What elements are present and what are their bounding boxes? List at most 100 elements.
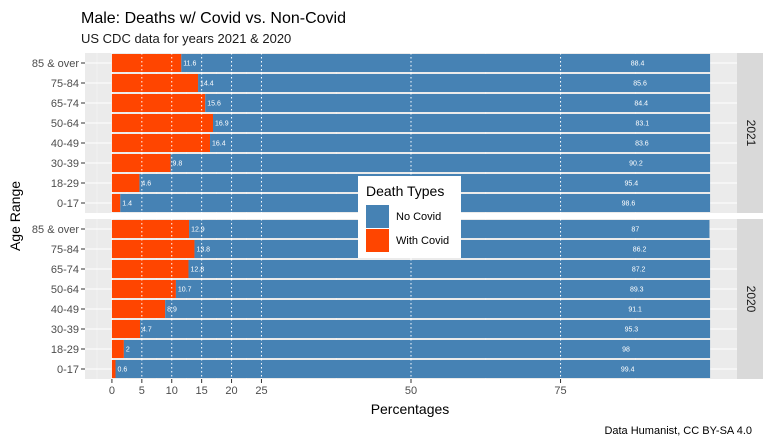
y-tick-label: 65-74 (51, 264, 79, 276)
y-tick-label: 0-17 (57, 364, 79, 376)
data-label-with-covid-18-29: 2 (126, 347, 130, 354)
legend-title: Death Types (366, 183, 444, 199)
y-tick-label: 75-84 (51, 78, 79, 90)
legend-key-with-covid (366, 229, 389, 252)
data-label-no-covid-30-39: 90.2 (629, 161, 643, 168)
data-label-no-covid-40-49: 91.1 (628, 307, 642, 314)
data-label-with-covid-0-17: 1.4 (122, 201, 132, 208)
data-label-no-covid-18-29: 95.4 (624, 181, 638, 188)
bar-with-covid-50-64 (111, 114, 214, 132)
data-label-no-covid-50-64: 83.1 (636, 121, 650, 128)
y-tick-label: 40-49 (51, 138, 79, 150)
data-label-no-covid-85-over: 88.4 (631, 61, 645, 68)
data-label-no-covid-85-over: 87 (631, 227, 639, 234)
data-label-no-covid-50-64: 89.3 (630, 287, 644, 294)
data-label-no-covid-75-84: 86.2 (633, 247, 647, 254)
data-label-with-covid-75-84: 14.4 (200, 81, 214, 88)
bar-with-covid-65-74 (111, 94, 206, 112)
bar-no-covid-40-49 (165, 300, 711, 318)
x-tick-label: 75 (554, 385, 566, 397)
x-tick-label: 0 (109, 385, 115, 397)
legend-key-no-covid (366, 205, 389, 228)
y-tick-label: 18-29 (51, 178, 79, 190)
data-label-no-covid-0-17: 99.4 (621, 367, 635, 374)
strip-background (737, 219, 763, 379)
data-label-no-covid-65-74: 87.2 (632, 267, 646, 274)
x-axis: 0 5 10 15 20 25 50 75 (109, 379, 567, 397)
data-label-with-covid-40-49: 8.9 (167, 307, 177, 314)
x-tick-label: 5 (139, 385, 145, 397)
data-label-with-covid-30-39: 4.7 (142, 327, 152, 334)
data-label-with-covid-18-29: 4.6 (141, 181, 151, 188)
data-label-with-covid-50-64: 10.7 (178, 287, 192, 294)
x-tick-label: 50 (405, 385, 417, 397)
y-axis-title: Age Range (7, 181, 23, 251)
bar-with-covid-30-39 (111, 154, 171, 172)
y-tick-label: 30-39 (51, 324, 79, 336)
bar-with-covid-18-29 (111, 340, 124, 358)
bar-with-covid-40-49 (111, 134, 211, 152)
bar-with-covid-75-84 (111, 240, 195, 258)
x-tick-label: 25 (255, 385, 267, 397)
y-tick-label: 50-64 (51, 284, 79, 296)
data-label-no-covid-0-17: 98.6 (622, 201, 636, 208)
y-tick-label: 85 & over (32, 224, 79, 236)
x-tick-label: 10 (166, 385, 178, 397)
data-label-no-covid-18-29: 98 (622, 347, 630, 354)
y-tick-label: 65-74 (51, 98, 79, 110)
data-label-with-covid-85-over: 12.9 (191, 227, 205, 234)
bar-no-covid-30-39 (140, 320, 711, 338)
chart-title: Male: Deaths w/ Covid vs. Non-Covid (81, 10, 346, 27)
bar-no-covid-0-17 (115, 360, 711, 378)
bar-with-covid-75-84 (111, 74, 199, 92)
bar-with-covid-65-74 (111, 260, 189, 278)
data-label-no-covid-30-39: 95.3 (625, 327, 639, 334)
y-tick-label: 85 & over (32, 58, 79, 70)
legend-label-no-covid: No Covid (396, 211, 441, 223)
bar-with-covid-40-49 (111, 300, 166, 318)
bar-with-covid-50-64 (111, 280, 176, 298)
bar-no-covid-75-84 (198, 74, 711, 92)
legend: Death Types No Covid With Covid (358, 176, 461, 258)
bar-no-covid-18-29 (123, 340, 711, 358)
bar-with-covid-85-over (111, 54, 182, 72)
bar-no-covid-50-64 (213, 114, 711, 132)
strip-label-2020: 2020 (744, 286, 758, 313)
y-tick-label: 0-17 (57, 198, 79, 210)
bar-with-covid-0-17 (111, 360, 116, 378)
bar-no-covid-50-64 (175, 280, 711, 298)
y-tick-label: 75-84 (51, 244, 79, 256)
y-tick-label: 40-49 (51, 304, 79, 316)
panel-2021: 11.6 88.4 14.4 85.6 15.6 84.4 16.9 83.1 16.4 83.6… (32, 53, 763, 213)
data-label-with-covid-0-17: 0.6 (118, 367, 128, 374)
data-label-with-covid-65-74: 12.8 (190, 267, 204, 274)
data-label-no-covid-40-49: 83.6 (635, 141, 649, 148)
data-label-with-covid-65-74: 15.6 (207, 101, 221, 108)
caption: Data Humanist, CC BY-SA 4.0 (604, 425, 752, 437)
data-label-with-covid-85-over: 11.6 (183, 61, 196, 68)
bar-no-covid-30-39 (170, 154, 711, 172)
x-axis-title: Percentages (371, 401, 450, 417)
chart-subtitle: US CDC data for years 2021 & 2020 (81, 31, 291, 46)
bar-with-covid-85-over (111, 220, 190, 238)
x-tick-label: 15 (196, 385, 208, 397)
bar-no-covid-65-74 (188, 260, 711, 278)
strip-label-2021: 2021 (744, 120, 758, 147)
y-tick-label: 50-64 (51, 118, 79, 130)
data-label-no-covid-75-84: 85.6 (633, 81, 647, 88)
data-label-with-covid-30-39: 9.8 (173, 161, 183, 168)
bar-with-covid-18-29 (111, 174, 140, 192)
y-tick-label: 30-39 (51, 158, 79, 170)
data-label-with-covid-75-84: 13.8 (196, 247, 210, 254)
bar-no-covid-85-over (181, 54, 711, 72)
bar-with-covid-30-39 (111, 320, 141, 338)
x-tick-label: 20 (225, 385, 237, 397)
bar-no-covid-40-49 (210, 134, 711, 152)
data-label-no-covid-65-74: 84.4 (634, 101, 648, 108)
legend-label-with-covid: With Covid (396, 235, 449, 247)
bar-no-covid-65-74 (205, 94, 711, 112)
bar-with-covid-0-17 (111, 194, 121, 212)
y-tick-label: 18-29 (51, 344, 79, 356)
data-label-with-covid-40-49: 16.4 (212, 141, 226, 148)
